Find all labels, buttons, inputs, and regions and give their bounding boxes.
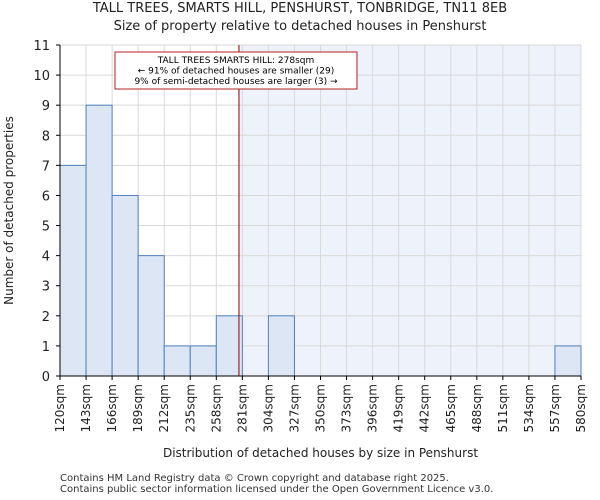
x-tick-label: 465sqm — [444, 384, 458, 432]
bar-layer — [59, 104, 582, 377]
x-tick-label: 373sqm — [340, 384, 354, 432]
annotation-box — [114, 51, 358, 90]
y-tick-label: 5 — [42, 220, 50, 235]
x-tick-label: 442sqm — [418, 384, 432, 432]
footer-line-2: Contains public sector information licen… — [60, 484, 494, 495]
x-tick-label: 258sqm — [209, 384, 223, 432]
y-tick-label: 9 — [42, 99, 50, 114]
shaded-region — [238, 45, 581, 376]
chart-subtitle: Size of property relative to detached ho… — [113, 19, 487, 34]
bar — [163, 345, 191, 377]
x-tick-label: 235sqm — [183, 384, 197, 432]
bar — [85, 104, 113, 377]
y-tick-label: 1 — [42, 340, 50, 355]
x-tick-label: 189sqm — [131, 384, 145, 432]
bar — [554, 345, 582, 377]
y-tick-label: 8 — [42, 129, 50, 144]
bar — [189, 345, 217, 377]
y-tick-layer: 0 1 2 3 4 5 6 7 8 9 10 11 — [33, 39, 60, 385]
marker-annotation: TALL TREES SMARTS HILL: 278sqm ← 91% of … — [114, 51, 358, 90]
grid-layer — [59, 44, 582, 377]
shaded-region-layer — [238, 45, 581, 376]
chart-title: TALL TREES, SMARTS HILL, PENSHURST, TONB… — [92, 1, 508, 16]
annotation-line-2: ← 91% of detached houses are smaller (29… — [138, 67, 335, 77]
y-tick-label: 3 — [42, 280, 50, 295]
x-tick-label: 511sqm — [496, 384, 510, 432]
bar — [137, 255, 165, 377]
y-tick-label: 6 — [42, 189, 50, 204]
x-tick-label: 534sqm — [522, 384, 536, 432]
y-axis-label: Number of detached properties — [2, 116, 16, 305]
x-tick-label: 327sqm — [287, 384, 301, 432]
annotation-line-3: 9% of semi-detached houses are larger (3… — [134, 77, 338, 87]
x-tick-label: 304sqm — [261, 384, 275, 432]
bar — [267, 315, 295, 377]
x-tick-label: 281sqm — [235, 384, 249, 432]
annotation-line-1: TALL TREES SMARTS HILL: 278sqm — [157, 56, 315, 66]
x-tick-label: 557sqm — [548, 384, 562, 432]
x-tick-label: 212sqm — [157, 384, 171, 432]
x-tick-label: 120sqm — [53, 384, 67, 432]
y-tick-label: 0 — [42, 370, 50, 385]
x-tick-layer: 120sqm 143sqm 166sqm 189sqm 212sqm 235sqm 258s… — [53, 376, 588, 432]
x-tick-label: 166sqm — [105, 384, 119, 432]
bar — [111, 194, 139, 377]
y-tick-label: 7 — [42, 159, 50, 174]
x-tick-label: 350sqm — [314, 384, 328, 432]
x-tick-label: 580sqm — [574, 384, 588, 432]
x-tick-label: 396sqm — [366, 384, 380, 432]
y-tick-label: 2 — [42, 310, 50, 325]
bar — [215, 315, 243, 377]
y-tick-label: 11 — [33, 39, 50, 54]
bar — [59, 164, 87, 377]
footer-line-1: Contains HM Land Registry data © Crown c… — [60, 473, 449, 484]
x-tick-label: 488sqm — [470, 384, 484, 432]
x-tick-label: 419sqm — [392, 384, 406, 432]
y-tick-label: 10 — [33, 69, 50, 84]
x-tick-label: 143sqm — [79, 384, 93, 432]
y-tick-label: 4 — [42, 250, 50, 265]
x-axis-label: Distribution of detached houses by size … — [163, 446, 478, 460]
